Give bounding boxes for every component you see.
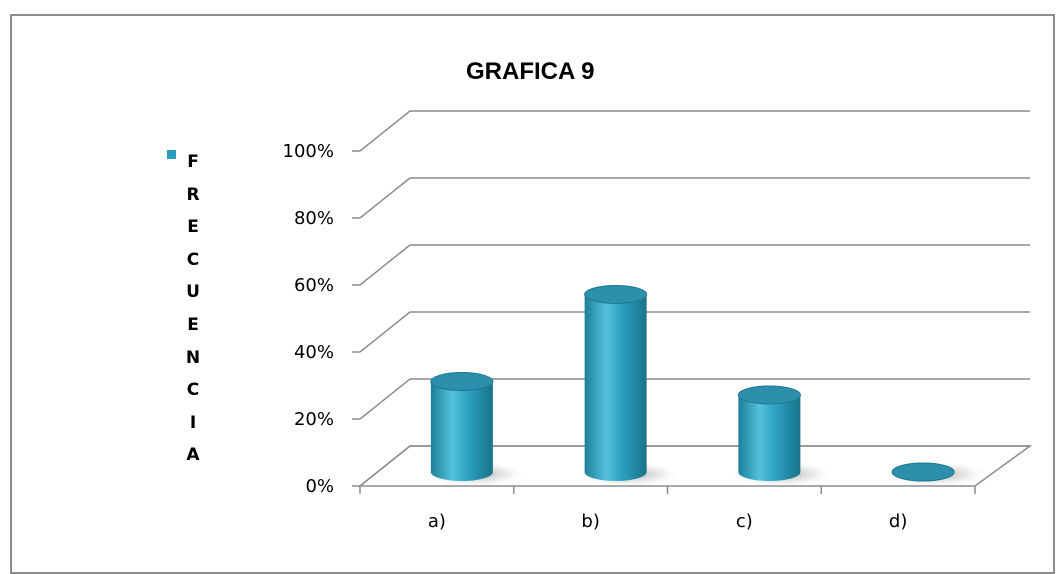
y-tick-label: 80% bbox=[294, 208, 334, 229]
gridline-diagonal bbox=[359, 244, 411, 286]
x-tick-label: c) bbox=[736, 511, 753, 532]
bar bbox=[738, 394, 801, 482]
bar bbox=[430, 381, 493, 482]
gridline-diagonal bbox=[359, 311, 411, 353]
y-tick-label: 60% bbox=[294, 275, 334, 296]
x-tick-label: d) bbox=[889, 511, 907, 532]
gridline-diagonal bbox=[359, 378, 411, 420]
x-tick-label: b) bbox=[581, 511, 599, 532]
chart-frame bbox=[10, 14, 1055, 574]
legend-series-label: FRECUENCIA bbox=[185, 152, 201, 466]
bar-top bbox=[737, 385, 801, 405]
y-tick-label: 0% bbox=[305, 476, 334, 497]
chart-floor bbox=[357, 445, 1033, 487]
bar-top bbox=[891, 462, 955, 482]
gridline-diagonal bbox=[359, 110, 411, 152]
legend-color-key bbox=[167, 150, 176, 159]
bar-top bbox=[430, 372, 494, 392]
gridline-diagonal bbox=[359, 177, 411, 219]
y-tick-label: 40% bbox=[294, 342, 334, 363]
y-tick-label: 20% bbox=[294, 409, 334, 430]
y-tick-label: 100% bbox=[283, 141, 334, 162]
bar-top bbox=[584, 284, 648, 304]
bar bbox=[584, 294, 647, 482]
chart-title: GRAFICA 9 bbox=[466, 58, 595, 85]
x-tick-label: a) bbox=[428, 511, 446, 532]
